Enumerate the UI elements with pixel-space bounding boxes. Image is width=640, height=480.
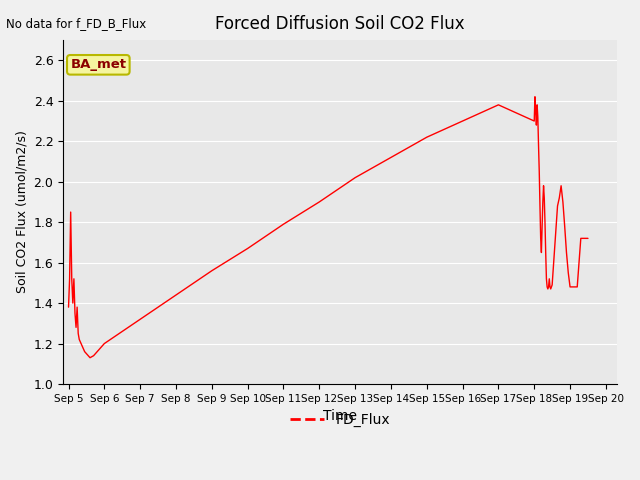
X-axis label: Time: Time <box>323 409 357 423</box>
Text: BA_met: BA_met <box>70 58 126 72</box>
Title: Forced Diffusion Soil CO2 Flux: Forced Diffusion Soil CO2 Flux <box>215 15 465 33</box>
Text: No data for f_FD_B_Flux: No data for f_FD_B_Flux <box>6 17 147 30</box>
Y-axis label: Soil CO2 Flux (umol/m2/s): Soil CO2 Flux (umol/m2/s) <box>15 131 28 293</box>
Legend: FD_Flux: FD_Flux <box>284 407 396 432</box>
